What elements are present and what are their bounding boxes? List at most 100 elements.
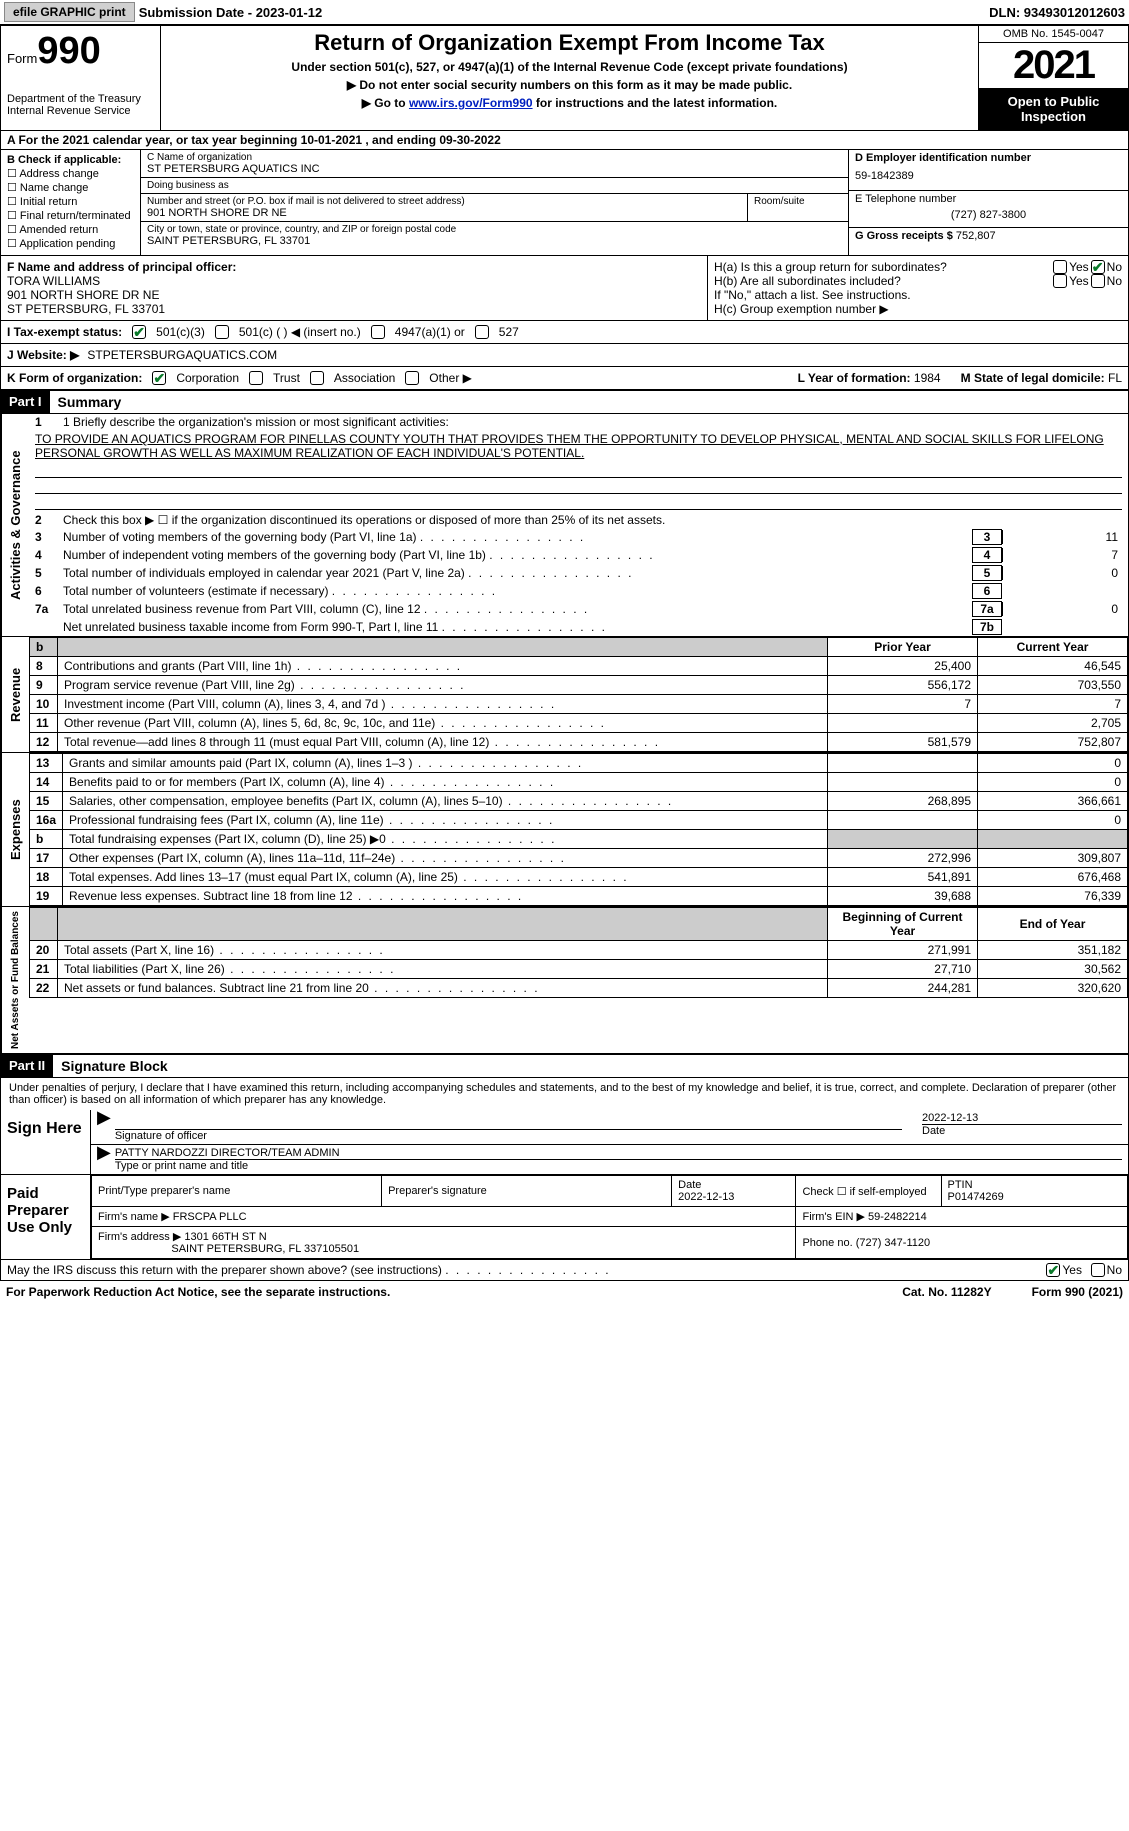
table-row: 9Program service revenue (Part VIII, lin…: [30, 676, 1128, 695]
j-label: J Website: ▶: [7, 348, 79, 362]
paid-preparer-label: Paid Preparer Use Only: [1, 1175, 91, 1259]
addr-label: Number and street (or P.O. box if mail i…: [147, 196, 741, 207]
sig-officer-label: Signature of officer: [115, 1130, 902, 1142]
ein-value: 59-1842389: [855, 164, 1122, 188]
officer-printed-label: Type or print name and title: [115, 1160, 1122, 1172]
table-row: 17Other expenses (Part IX, column (A), l…: [30, 849, 1128, 868]
chk-corp[interactable]: [152, 371, 166, 385]
table-row: 15Salaries, other compensation, employee…: [30, 792, 1128, 811]
header-left: Form990 Department of the Treasury Inter…: [1, 26, 161, 130]
org-name: ST PETERSBURG AQUATICS INC: [147, 163, 842, 175]
revenue-table: bPrior YearCurrent Year 8Contributions a…: [29, 637, 1128, 752]
col-f: F Name and address of principal officer:…: [1, 256, 708, 320]
perjury-declaration: Under penalties of perjury, I declare th…: [1, 1078, 1128, 1110]
table-row: 11Other revenue (Part VIII, column (A), …: [30, 714, 1128, 733]
table-row: bTotal fundraising expenses (Part IX, co…: [30, 830, 1128, 849]
signature-block: Under penalties of perjury, I declare th…: [0, 1078, 1129, 1260]
year-formation: 1984: [914, 371, 941, 385]
org-name-label: C Name of organization: [147, 152, 842, 163]
line2-text: Check this box ▶ ☐ if the organization d…: [63, 513, 665, 527]
firm-phone: (727) 347-1120: [856, 1237, 930, 1249]
pra-notice: For Paperwork Reduction Act Notice, see …: [6, 1285, 390, 1299]
bcd-block: B Check if applicable: ☐ Address change …: [0, 150, 1129, 256]
table-row: 8Contributions and grants (Part VIII, li…: [30, 657, 1128, 676]
footer: For Paperwork Reduction Act Notice, see …: [0, 1281, 1129, 1303]
row-k: K Form of organization: Corporation Trus…: [0, 367, 1129, 390]
table-row: 14Benefits paid to or for members (Part …: [30, 773, 1128, 792]
header-mid: Return of Organization Exempt From Incom…: [161, 26, 978, 130]
table-row: 20Total assets (Part X, line 16)271,9913…: [30, 941, 1128, 960]
city-label: City or town, state or province, country…: [147, 224, 842, 235]
part1-title: Summary: [50, 391, 130, 413]
chk-amended[interactable]: ☐ Amended return: [7, 223, 134, 236]
firm-name: FRSCPA PLLC: [173, 1211, 247, 1223]
officer-addr1: 901 NORTH SHORE DR NE: [7, 288, 701, 302]
firm-addr1: 1301 66TH ST N: [184, 1231, 266, 1243]
chk-501c[interactable]: [215, 325, 229, 339]
chk-name[interactable]: ☐ Name change: [7, 181, 134, 194]
city-value: SAINT PETERSBURG, FL 33701: [147, 235, 842, 247]
chk-501c3[interactable]: [132, 325, 146, 339]
officer-addr2: ST PETERSBURG, FL 33701: [7, 302, 701, 316]
ha-no[interactable]: [1091, 260, 1105, 274]
omb-number: OMB No. 1545-0047: [979, 26, 1128, 43]
discuss-yes[interactable]: [1046, 1263, 1060, 1277]
table-row: 21Total liabilities (Part X, line 26)27,…: [30, 960, 1128, 979]
submission-date: Submission Date - 2023-01-12: [139, 5, 323, 20]
hb-no[interactable]: [1091, 274, 1105, 288]
form-prefix: Form: [7, 51, 37, 66]
goto-pre: ▶ Go to: [362, 96, 409, 110]
ha-label: H(a) Is this a group return for subordin…: [714, 260, 1051, 274]
state-domicile: FL: [1108, 371, 1122, 385]
hb-yes[interactable]: [1053, 274, 1067, 288]
tax-year: 2021: [979, 43, 1128, 88]
dept-treasury: Department of the Treasury: [7, 93, 154, 105]
tel-value: (727) 827-3800: [855, 205, 1122, 225]
summary-line: 7aTotal unrelated business revenue from …: [29, 600, 1128, 618]
discuss-no[interactable]: [1091, 1263, 1105, 1277]
chk-assoc[interactable]: [310, 371, 324, 385]
i-label: I Tax-exempt status:: [7, 325, 122, 339]
discuss-text: May the IRS discuss this return with the…: [7, 1263, 1044, 1277]
efile-button[interactable]: efile GRAPHIC print: [4, 2, 135, 22]
arrow-icon: ▶: [97, 1147, 111, 1172]
ha-yes[interactable]: [1053, 260, 1067, 274]
chk-4947[interactable]: [371, 325, 385, 339]
summary-line: 4Number of independent voting members of…: [29, 546, 1128, 564]
hb-label: H(b) Are all subordinates included?: [714, 274, 1051, 288]
row-j: J Website: ▶ STPETERSBURGAQUATICS.COM: [0, 344, 1129, 367]
ssn-note: ▶ Do not enter social security numbers o…: [169, 78, 970, 92]
chk-address[interactable]: ☐ Address change: [7, 167, 134, 180]
part2-title: Signature Block: [53, 1055, 176, 1077]
table-row: 18Total expenses. Add lines 13–17 (must …: [30, 868, 1128, 887]
col-b: B Check if applicable: ☐ Address change …: [1, 150, 141, 255]
sign-here-label: Sign Here: [1, 1110, 91, 1174]
chk-trust[interactable]: [249, 371, 263, 385]
tel-label: E Telephone number: [855, 193, 1122, 205]
chk-other[interactable]: [405, 371, 419, 385]
irs-link[interactable]: www.irs.gov/Form990: [409, 96, 533, 110]
table-row: 10Investment income (Part VIII, column (…: [30, 695, 1128, 714]
part1-header: Part I: [1, 391, 50, 413]
col-b-title: B Check if applicable:: [7, 154, 134, 166]
summary-line: Net unrelated business taxable income fr…: [29, 618, 1128, 636]
ein-label: D Employer identification number: [855, 152, 1122, 164]
arrow-icon: ▶: [97, 1112, 111, 1142]
chk-final[interactable]: ☐ Final return/terminated: [7, 209, 134, 222]
preparer-table: Print/Type preparer's name Preparer's si…: [91, 1175, 1128, 1259]
f-label: F Name and address of principal officer:: [7, 260, 701, 274]
firm-addr2: SAINT PETERSBURG, FL 337105501: [171, 1243, 359, 1255]
col-h: H(a) Is this a group return for subordin…: [708, 256, 1128, 320]
summary-line: 3Number of voting members of the governi…: [29, 528, 1128, 546]
summary-line: 5Total number of individuals employed in…: [29, 564, 1128, 582]
sig-date: 2022-12-13: [922, 1112, 1122, 1125]
chk-pending[interactable]: ☐ Application pending: [7, 237, 134, 250]
chk-initial[interactable]: ☐ Initial return: [7, 195, 134, 208]
hc-label: H(c) Group exemption number ▶: [714, 302, 1122, 316]
fh-block: F Name and address of principal officer:…: [0, 256, 1129, 321]
row-i: I Tax-exempt status: 501(c)(3) 501(c) ( …: [0, 321, 1129, 344]
form-ref: Form 990 (2021): [1032, 1285, 1123, 1299]
dba-label: Doing business as: [147, 180, 842, 191]
chk-527[interactable]: [475, 325, 489, 339]
table-row: 13Grants and similar amounts paid (Part …: [30, 754, 1128, 773]
